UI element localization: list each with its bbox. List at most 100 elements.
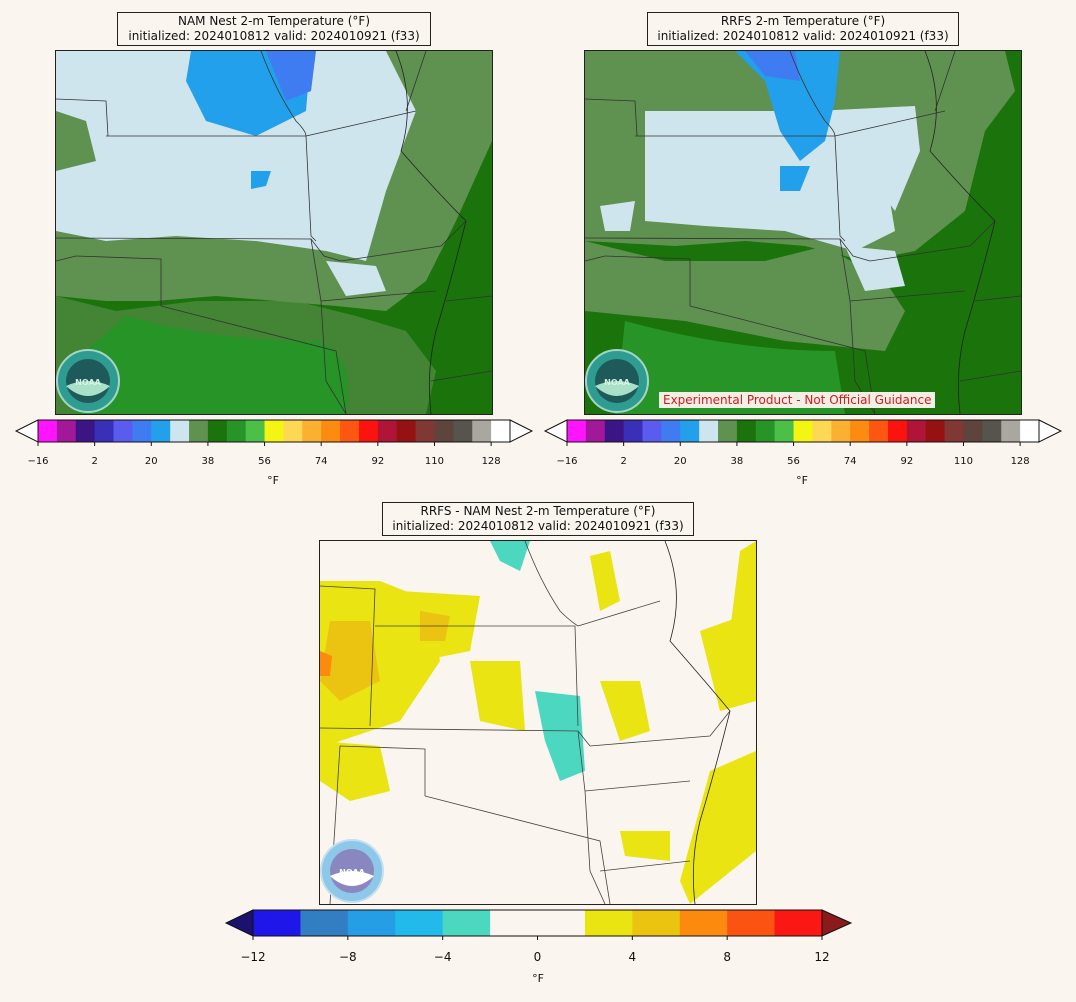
colorbar-swatch — [925, 420, 946, 442]
map-region-light-blue-small — [845, 246, 905, 291]
colorbar-swatch — [1001, 420, 1021, 442]
colorbar-tick-label: 8 — [723, 950, 731, 964]
colorbar-swatch — [850, 420, 870, 442]
colorbar-swatch — [358, 420, 379, 442]
panel-2-subtitle-line: initialized: 2024010812 valid: 202401092… — [657, 29, 949, 43]
colorbar-swatch — [377, 420, 398, 442]
map-state-borders — [320, 541, 731, 904]
colorbar-swatch — [604, 420, 625, 442]
colorbar-frame — [566, 419, 1040, 443]
colorbar-tick-label: 4 — [628, 950, 637, 964]
map-region-green-light-south — [585, 241, 905, 351]
diff-region-yellow-center — [470, 661, 525, 731]
colorbar-swatch — [453, 420, 473, 442]
noaa-logo-text: NOAA — [75, 378, 101, 387]
difference-colorbar-svg — [224, 909, 853, 940]
colorbar-tick-label: 12 — [814, 950, 830, 964]
colorbar-tick-label: 92 — [371, 456, 385, 467]
map-region-light-blue-east — [815, 106, 920, 211]
colorbar-under-arrow — [543, 419, 568, 443]
colorbar-swatch — [415, 420, 435, 442]
colorbar-swatch — [245, 420, 266, 442]
colorbar-swatch — [207, 420, 228, 442]
colorbar-tick-label: 0 — [533, 950, 542, 964]
noaa-logo — [56, 349, 120, 413]
colorbar-tick-label: −4 — [433, 950, 452, 964]
rrfs-colorbar-unit: °F — [796, 474, 808, 487]
panel-1-title: NAM Nest 2-m Temperature (°F) initialize… — [117, 12, 431, 46]
colorbar-swatch — [793, 420, 813, 442]
colorbar-swatch — [727, 910, 776, 936]
colorbar-tick-label: 38 — [201, 456, 215, 467]
colorbar-swatch — [442, 910, 491, 936]
colorbar-swatch — [680, 420, 700, 442]
colorbar-swatch — [151, 420, 171, 442]
colorbar-swatch — [982, 420, 1002, 442]
colorbar-swatch — [755, 420, 776, 442]
colorbar-swatch — [94, 420, 115, 442]
colorbar-swatch — [253, 910, 301, 936]
colorbar-tick-label: 56 — [258, 456, 271, 467]
difference-colorbar-unit: °F — [532, 972, 544, 985]
diff-region-yellow-s — [620, 831, 670, 861]
colorbar-swatch — [56, 420, 77, 442]
colorbar-tick-label: 110 — [953, 456, 974, 467]
colorbar-swatch — [736, 420, 757, 442]
noaa-logo — [320, 839, 384, 903]
colorbar-swatch — [75, 420, 96, 442]
colorbar-under-arrow — [224, 909, 254, 937]
colorbar-tick-label: 128 — [1010, 456, 1030, 467]
rrfs-colorbar-svg — [543, 419, 1063, 446]
colorbar-swatch — [963, 420, 983, 442]
nam-colorbar-unit: °F — [267, 474, 279, 487]
colorbar-swatch — [869, 420, 889, 442]
colorbar-tick-label: 38 — [730, 456, 744, 467]
colorbar-tick-label: 128 — [481, 456, 501, 467]
colorbar-swatch — [537, 910, 586, 936]
map-region-light-blue — [645, 111, 895, 251]
diff-region-yellow-e — [600, 681, 650, 741]
colorbar-tick-label: 74 — [314, 456, 328, 467]
map-region-blue-dark-north — [266, 51, 316, 101]
colorbar-swatch — [623, 420, 644, 442]
colorbar-swatch — [584, 910, 633, 936]
map-region-blue-north — [735, 51, 840, 161]
diff-region-yellow-far-ne — [730, 541, 756, 631]
rrfs-temperature-map[interactable]: NOAA Experimental Product - Not Official… — [584, 50, 1022, 415]
colorbar-tick-label: 110 — [424, 456, 445, 467]
experimental-disclaimer: Experimental Product - Not Official Guid… — [659, 392, 936, 408]
colorbar-swatch — [491, 420, 511, 442]
colorbar-swatch — [812, 420, 832, 442]
panel-3-title: RRFS - NAM Nest 2-m Temperature (°F) ini… — [382, 502, 694, 536]
colorbar-swatch — [679, 910, 728, 936]
difference-map-svg: NOAA — [320, 541, 756, 904]
colorbar-swatch — [283, 420, 303, 442]
map-region-green-mid — [76, 316, 348, 414]
colorbar-tick-label: −16 — [27, 456, 49, 467]
colorbar-swatch — [1020, 420, 1040, 442]
colorbar-over-arrow — [509, 419, 534, 443]
colorbar-over-arrow — [1038, 419, 1063, 443]
difference-map[interactable]: NOAA — [319, 540, 757, 905]
colorbar-swatch — [699, 420, 719, 442]
colorbar-swatch — [632, 910, 681, 936]
colorbar-swatch — [490, 910, 538, 936]
colorbar-swatch — [585, 420, 606, 442]
nam-temperature-colorbar: −16 2 20 38 56 74 92 110 128 °F — [14, 418, 534, 488]
colorbar-frame — [37, 419, 511, 443]
colorbar-swatch — [321, 420, 341, 442]
panel-2-title: RRFS 2-m Temperature (°F) initialized: 2… — [647, 12, 959, 46]
nam-temperature-map[interactable]: NOAA — [55, 50, 493, 415]
colorbar-tick-label: 2 — [91, 456, 98, 467]
diff-region-yellow-ne1 — [590, 551, 620, 611]
colorbar-swatch — [132, 420, 152, 442]
colorbar-swatch — [567, 420, 587, 442]
colorbar-tick-label: 20 — [673, 456, 687, 467]
noaa-logo-text: NOAA — [339, 868, 365, 877]
colorbar-swatch — [661, 420, 681, 442]
panel-2-title-line: RRFS 2-m Temperature (°F) — [720, 14, 886, 28]
colorbar-swatch — [472, 420, 492, 442]
map-region-blue-spot — [780, 166, 810, 191]
rrfs-temperature-colorbar: −16 2 20 38 56 74 92 110 128 °F — [543, 418, 1063, 488]
diff-region-yellow-se — [680, 751, 756, 904]
